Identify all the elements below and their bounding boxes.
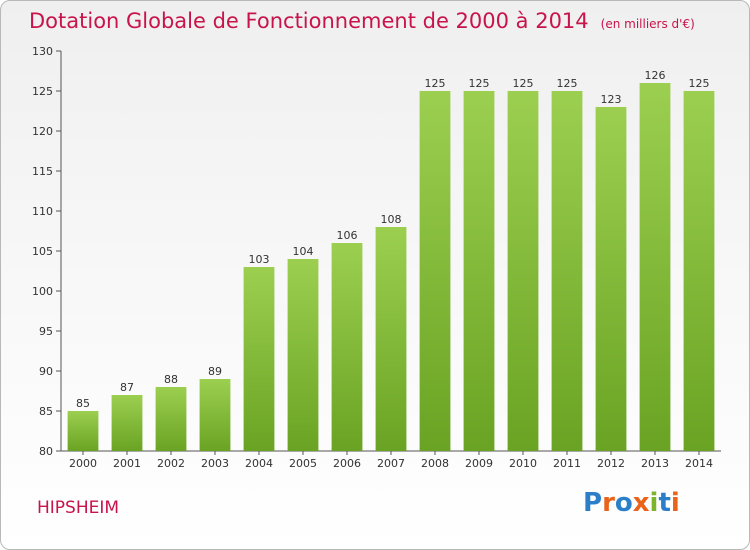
x-tick-label: 2013 (641, 457, 669, 470)
chart-title: Dotation Globale de Fonctionnement de 20… (29, 9, 695, 33)
axes: 80 85 90 95 100 105 110 115 120 125 130 2000 2001 200… (32, 45, 721, 470)
data-label: 126 (645, 69, 666, 82)
y-tick-label: 105 (32, 245, 53, 258)
bar (375, 227, 407, 451)
y-tick-label: 110 (32, 205, 53, 218)
bars (67, 83, 715, 451)
x-tick-label: 2010 (509, 457, 537, 470)
x-tick-label: 2004 (245, 457, 273, 470)
data-label: 88 (164, 373, 178, 386)
x-tick-label: 2008 (421, 457, 449, 470)
y-tick-label: 85 (39, 405, 53, 418)
bar (155, 387, 187, 451)
data-label: 125 (425, 77, 446, 90)
y-tick-label: 95 (39, 325, 53, 338)
data-label: 104 (293, 245, 314, 258)
y-tick-label: 80 (39, 445, 53, 458)
data-labels: 85 87 88 89 103 104 106 108 125 125 125 125 123 126 12… (76, 69, 710, 410)
y-tick-label: 115 (32, 165, 53, 178)
y-tick-label: 100 (32, 285, 53, 298)
x-tick-label: 2014 (685, 457, 713, 470)
y-tick-label: 130 (32, 45, 53, 58)
x-tick-label: 2009 (465, 457, 493, 470)
bar (595, 107, 627, 451)
data-label: 106 (337, 229, 358, 242)
x-tick-label: 2001 (113, 457, 141, 470)
data-label: 89 (208, 365, 222, 378)
chart-title-text: Dotation Globale de Fonctionnement de 20… (29, 9, 589, 33)
x-tick-label: 2012 (597, 457, 625, 470)
data-label: 103 (249, 253, 270, 266)
bar (287, 259, 319, 451)
bar (551, 91, 583, 451)
x-tick-label: 2011 (553, 457, 581, 470)
bar (463, 91, 495, 451)
bar (683, 91, 715, 451)
data-label: 108 (381, 213, 402, 226)
bar (67, 411, 99, 451)
data-label: 125 (513, 77, 534, 90)
proxiti-logo: Proxiti (583, 488, 680, 518)
bar (639, 83, 671, 451)
y-tick-label: 125 (32, 85, 53, 98)
bar (331, 243, 363, 451)
bar (507, 91, 539, 451)
y-tick-label: 120 (32, 125, 53, 138)
x-tick-label: 2005 (289, 457, 317, 470)
data-label: 125 (557, 77, 578, 90)
bar (111, 395, 143, 451)
unit-note: (en milliers d'€) (600, 17, 695, 31)
x-tick-label: 2002 (157, 457, 185, 470)
x-tick-label: 2007 (377, 457, 405, 470)
data-label: 125 (689, 77, 710, 90)
x-tick-label: 2006 (333, 457, 361, 470)
y-tick-label: 90 (39, 365, 53, 378)
bar (419, 91, 451, 451)
x-tick-label: 2003 (201, 457, 229, 470)
data-label: 123 (601, 93, 622, 106)
place-name: HIPSHEIM (37, 498, 120, 518)
x-tick-label: 2000 (69, 457, 97, 470)
data-label: 87 (120, 381, 134, 394)
bar (243, 267, 275, 451)
bar (199, 379, 231, 451)
data-label: 85 (76, 397, 90, 410)
data-label: 125 (469, 77, 490, 90)
